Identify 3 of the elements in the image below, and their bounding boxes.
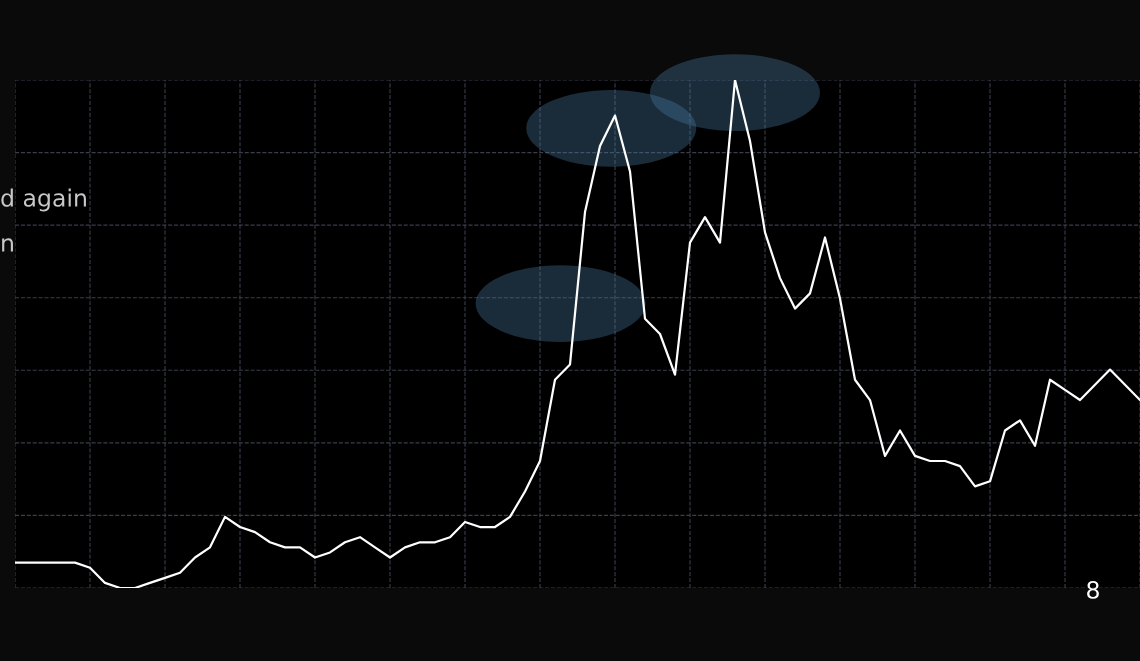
annotation: d again <box>1 188 86 212</box>
annotation: 8 <box>1087 580 1099 599</box>
text: n <box>2 238 13 252</box>
